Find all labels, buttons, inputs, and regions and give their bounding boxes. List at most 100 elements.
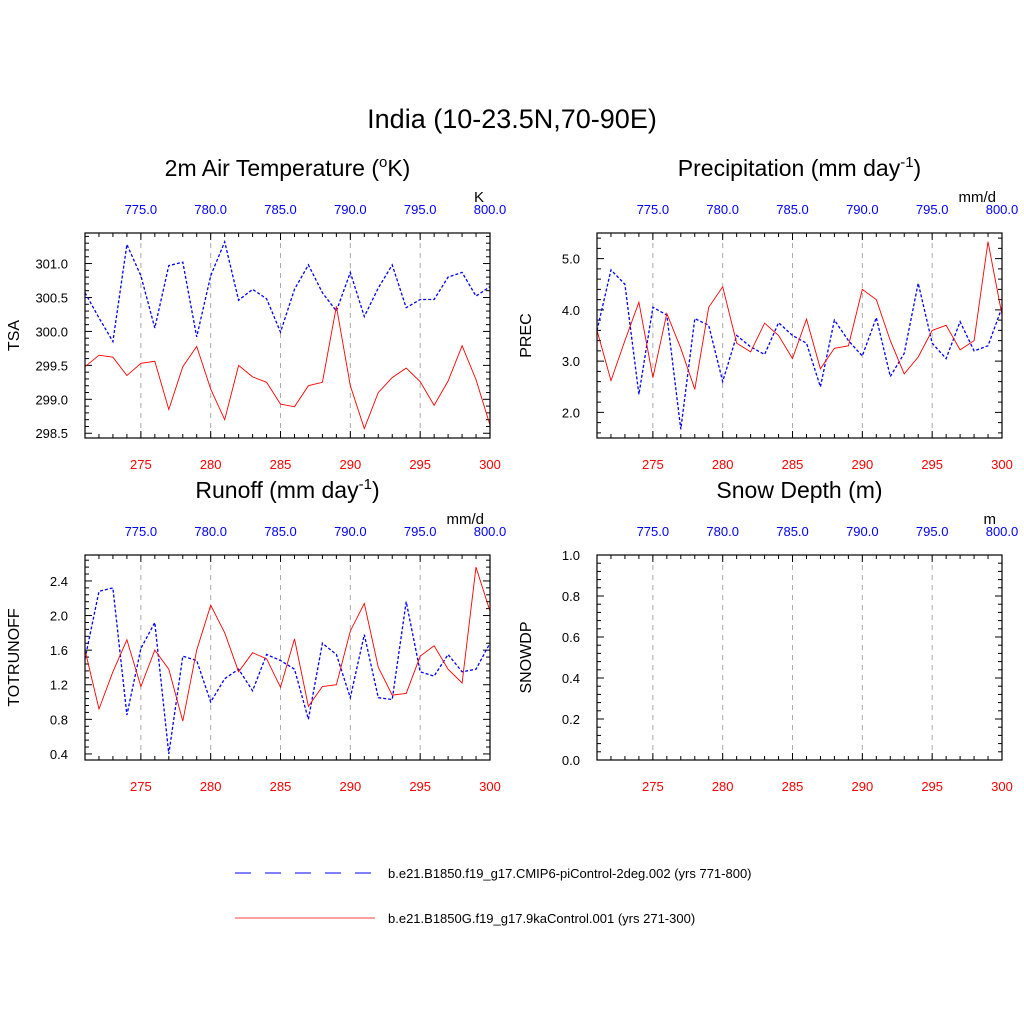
panel-title: Runoff (mm day-1) — [195, 476, 379, 503]
x-tick-label-bottom: 300 — [479, 779, 501, 794]
y-tick-label: 5.0 — [562, 252, 580, 267]
x-tick-label-bottom: 290 — [851, 457, 873, 472]
y-tick-label: 298.5 — [35, 426, 68, 441]
series-line-red — [84, 306, 491, 430]
y-tick-label: 300.5 — [35, 290, 68, 305]
x-tick-label-top: 800.0 — [474, 202, 507, 217]
y-tick-label: 301.0 — [35, 257, 68, 272]
y-axis-label: TOTRUNOFF — [6, 608, 23, 707]
main-title: India (10-23.5N,70-90E) — [367, 104, 657, 134]
x-tick-label-top: 785.0 — [776, 202, 809, 217]
panel-title: Snow Depth (m) — [716, 477, 882, 503]
x-tick-label-bottom: 285 — [782, 779, 804, 794]
y-axis-label: TSA — [6, 320, 23, 351]
x-tick-label-top: 780.0 — [706, 524, 739, 539]
y-tick-label: 2.0 — [50, 609, 68, 624]
x-tick-label-bottom: 280 — [712, 457, 734, 472]
x-tick-label-bottom: 280 — [200, 779, 222, 794]
x-tick-label-bottom: 300 — [991, 457, 1013, 472]
panel-title: Precipitation (mm day-1) — [678, 154, 921, 181]
panel-title-main: Precipitation (mm day — [678, 155, 901, 181]
x-tick-label-top: 795.0 — [916, 524, 949, 539]
series-line-blue — [84, 587, 491, 754]
plot-frame — [84, 232, 491, 439]
y-tick-label: 0.8 — [562, 589, 580, 604]
x-tick-label-top: 775.0 — [637, 524, 670, 539]
y-tick-label: 300.0 — [35, 324, 68, 339]
panel-2: Precipitation (mm day-1) mm/d PREC 275 280 28… — [518, 154, 1018, 472]
y-tick-label: 1.0 — [562, 548, 580, 563]
y-tick-label: 2.4 — [50, 574, 68, 589]
y-tick-label: 0.6 — [562, 630, 580, 645]
y-tick-label: 299.0 — [35, 392, 68, 407]
plot-frame — [596, 232, 1003, 439]
y-tick-label: 1.2 — [50, 678, 68, 693]
x-tick-label-bottom: 290 — [339, 457, 361, 472]
x-tick-label-bottom: 275 — [642, 457, 664, 472]
x-tick-label-bottom: 295 — [409, 457, 431, 472]
panel-title-sup: o — [379, 154, 387, 171]
x-tick-label-top: 795.0 — [916, 202, 949, 217]
series-line-blue — [84, 239, 491, 344]
panel-title-sup: -1 — [900, 154, 913, 171]
x-tick-label-top: 775.0 — [125, 524, 158, 539]
x-tick-label-top: 785.0 — [264, 524, 297, 539]
plot-frame — [84, 554, 491, 761]
x-tick-label-bottom: 275 — [130, 457, 152, 472]
x-tick-label-top: 800.0 — [986, 202, 1019, 217]
x-tick-label-bottom: 275 — [130, 779, 152, 794]
x-tick-label-top: 775.0 — [637, 202, 670, 217]
x-tick-label-bottom: 275 — [642, 779, 664, 794]
x-tick-label-bottom: 285 — [270, 457, 292, 472]
y-tick-label: 2.0 — [562, 405, 580, 420]
panel-title-tail: ) — [372, 477, 380, 503]
x-tick-label-bottom: 295 — [921, 779, 943, 794]
panel-4: Snow Depth (m) m SNOWDP 275 280 285 290 295 300 7… — [518, 477, 1018, 794]
legend-label: b.e21.B1850.f19_g17.CMIP6-piControl-2deg… — [388, 866, 752, 881]
x-tick-label-bottom: 280 — [712, 779, 734, 794]
units-label: m — [984, 511, 997, 528]
y-tick-label: 0.4 — [50, 747, 68, 762]
x-tick-label-top: 780.0 — [194, 524, 227, 539]
x-tick-label-top: 790.0 — [846, 202, 879, 217]
y-tick-label: 4.0 — [562, 303, 580, 318]
series-line-red — [84, 566, 491, 722]
legend: b.e21.B1850.f19_g17.CMIP6-piControl-2deg… — [235, 866, 752, 926]
x-tick-label-top: 785.0 — [776, 524, 809, 539]
x-tick-label-top: 800.0 — [474, 524, 507, 539]
x-tick-label-top: 780.0 — [706, 202, 739, 217]
x-tick-label-top: 795.0 — [404, 202, 437, 217]
panel-title-sup: -1 — [359, 476, 372, 493]
y-axis-label: PREC — [518, 313, 535, 357]
y-tick-label: 1.6 — [50, 643, 68, 658]
units-label: mm/d — [447, 511, 485, 528]
x-tick-label-bottom: 300 — [479, 457, 501, 472]
panel-3: Runoff (mm day-1) mm/d TOTRUNOFF 275 280 285 2… — [6, 476, 506, 794]
x-tick-label-top: 790.0 — [334, 202, 367, 217]
series-line-blue — [596, 268, 1003, 430]
y-axis-label: SNOWDP — [518, 622, 535, 694]
x-tick-label-top: 775.0 — [125, 202, 158, 217]
panel-title-main: Snow Depth (m) — [716, 477, 882, 503]
x-tick-label-top: 800.0 — [986, 524, 1019, 539]
x-tick-label-bottom: 300 — [991, 779, 1013, 794]
x-tick-label-bottom: 285 — [270, 779, 292, 794]
x-tick-label-bottom: 290 — [851, 779, 873, 794]
panel-title-main: 2m Air Temperature ( — [165, 155, 380, 181]
y-tick-label: 3.0 — [562, 354, 580, 369]
y-tick-label: 299.5 — [35, 358, 68, 373]
units-label: K — [474, 189, 484, 206]
legend-label: b.e21.B1850G.f19_g17.9kaControl.001 (yrs… — [388, 911, 695, 926]
x-tick-label-bottom: 280 — [200, 457, 222, 472]
x-tick-label-top: 780.0 — [194, 202, 227, 217]
units-label: mm/d — [959, 189, 997, 206]
x-tick-label-top: 790.0 — [334, 524, 367, 539]
panel-title-main: Runoff (mm day — [195, 477, 359, 503]
x-tick-label-bottom: 295 — [921, 457, 943, 472]
y-tick-label: 0.0 — [562, 753, 580, 768]
x-tick-label-bottom: 285 — [782, 457, 804, 472]
panel-title-tail: K) — [387, 155, 410, 181]
plot-frame — [596, 554, 1003, 761]
